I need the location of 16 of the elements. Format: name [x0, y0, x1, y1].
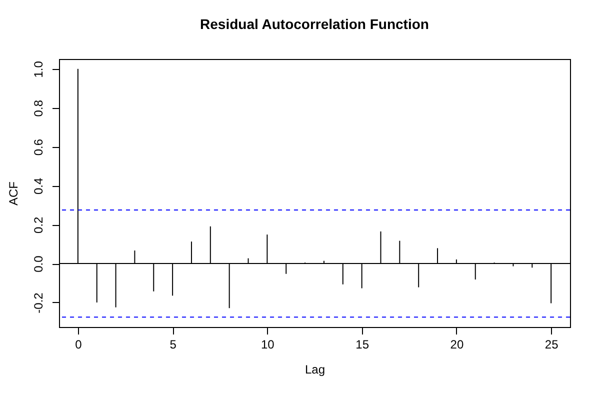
x-tick-label: 10	[261, 338, 275, 352]
y-tick-label: 0.6	[32, 138, 46, 156]
y-tick-label: 0.4	[32, 178, 46, 195]
x-tick-label: 0	[75, 338, 82, 352]
chart-title: Residual Autocorrelation Function	[200, 16, 429, 32]
y-tick-label: -0.2	[32, 292, 46, 314]
y-tick-label: 0.8	[32, 100, 46, 117]
x-axis-title: Lag	[304, 362, 326, 376]
x-tick-label: 20	[450, 338, 464, 352]
y-tick-label: 0.2	[32, 216, 46, 234]
x-tick-label: 5	[170, 338, 177, 352]
y-tick-label: 1.0	[32, 60, 46, 78]
x-tick-label: 15	[356, 338, 370, 352]
y-axis-title: ACF	[6, 182, 20, 206]
x-tick-label: 25	[544, 338, 559, 352]
y-tick-label: 0.0	[32, 255, 46, 272]
